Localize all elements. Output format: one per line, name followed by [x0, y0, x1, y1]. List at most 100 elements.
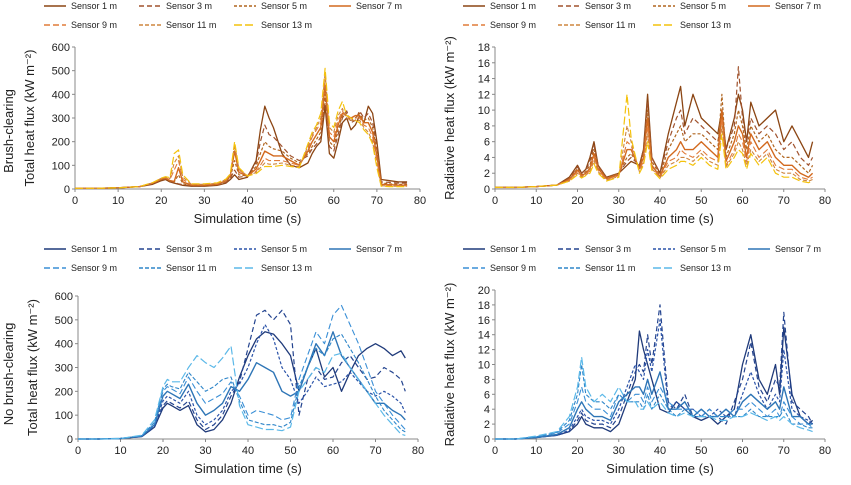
- x-axis-title: Simulation time (s): [194, 211, 302, 226]
- chart-panel-2: 0 10 20 30 40 50 60 70 80 0 2 4 6 8 10 12 14 16 18 Simulati…: [442, 1, 831, 226]
- series-line-sensor-5-m: [495, 319, 814, 440]
- y-tick-label: 6: [484, 137, 490, 149]
- legend-label: Sensor 11 m: [585, 20, 635, 30]
- x-tick-label: 50: [285, 195, 297, 207]
- legend-label: Sensor 7 m: [775, 1, 821, 11]
- legend-label: Sensor 11 m: [166, 263, 216, 273]
- series-line-sensor-3-m: [75, 98, 408, 189]
- y-tick-label: 0: [64, 184, 70, 196]
- x-tick-label: 20: [571, 445, 583, 457]
- series-line-sensor-13-m: [495, 93, 813, 188]
- legend-label: Sensor 7 m: [356, 1, 402, 11]
- x-tick-label: 50: [695, 195, 707, 207]
- series-line-sensor-9-m: [495, 117, 813, 188]
- legend-label: Sensor 9 m: [71, 263, 117, 273]
- x-tick-label: 40: [241, 195, 253, 207]
- series-line-sensor-13-m: [78, 345, 406, 440]
- x-tick-label: 30: [613, 195, 625, 207]
- series-line-sensor-7-m: [75, 84, 408, 190]
- legend-label: Sensor 3 m: [166, 244, 212, 254]
- x-tick-label: 0: [492, 445, 498, 457]
- series-line-sensor-7-m: [495, 371, 813, 440]
- y-tick-label: 400: [52, 89, 70, 101]
- x-tick-label: 10: [530, 445, 542, 457]
- y-tick-label: 300: [55, 363, 73, 375]
- legend-label: Sensor 1 m: [490, 1, 536, 11]
- x-tick-label: 20: [155, 195, 167, 207]
- x-tick-label: 30: [198, 195, 210, 207]
- legend-label: Sensor 5 m: [261, 1, 307, 11]
- x-tick-label: 20: [571, 195, 583, 207]
- series-line-sensor-11-m: [75, 72, 408, 189]
- y-tick-label: 18: [478, 42, 490, 54]
- legend-label: Sensor 7 m: [356, 244, 402, 254]
- y-tick-label: 14: [478, 74, 490, 86]
- legend-label: Sensor 5 m: [680, 244, 726, 254]
- series-line-sensor-7-m: [495, 109, 814, 189]
- x-tick-label: 0: [72, 195, 78, 207]
- legend-label: Sensor 13 m: [680, 263, 731, 273]
- legend-label: Sensor 1 m: [490, 244, 536, 254]
- series-line-sensor-1-m: [495, 85, 814, 189]
- series-line-sensor-9-m: [495, 386, 813, 440]
- chart-panel-1: 0 10 20 30 40 50 60 70 80 0 100 200 300 400 500 600 Simu…: [22, 1, 426, 226]
- x-tick-label: 10: [112, 195, 124, 207]
- x-tick-label: 80: [819, 445, 831, 457]
- y-tick-label: 10: [478, 360, 490, 372]
- x-tick-label: 70: [371, 195, 383, 207]
- y-tick-label: 12: [478, 89, 490, 101]
- series-line-sensor-11-m: [495, 125, 813, 188]
- x-tick-label: 20: [157, 445, 169, 457]
- y-tick-label: 600: [52, 42, 70, 54]
- series-line-sensor-11-m: [78, 333, 406, 440]
- legend-label: Sensor 11 m: [585, 263, 635, 273]
- y-tick-label: 2: [484, 168, 490, 180]
- x-tick-label: 30: [199, 445, 211, 457]
- x-tick-label: 70: [369, 445, 381, 457]
- series-line-sensor-11-m: [495, 363, 813, 440]
- legend-label: Sensor 7 m: [775, 244, 821, 254]
- x-tick-label: 0: [492, 195, 498, 207]
- legend-label: Sensor 3 m: [585, 244, 631, 254]
- y-tick-label: 20: [478, 285, 490, 297]
- x-tick-label: 40: [242, 445, 254, 457]
- series-line-sensor-5-m: [78, 324, 406, 440]
- legend-label: Sensor 9 m: [490, 20, 536, 30]
- y-tick-label: 100: [55, 410, 73, 422]
- legend-label: Sensor 9 m: [490, 263, 536, 273]
- legend-label: Sensor 5 m: [261, 244, 307, 254]
- row-label-no-brush-clearing: No brush-clearing: [1, 323, 16, 426]
- legend-label: Sensor 3 m: [585, 1, 631, 11]
- series-line-sensor-9-m: [78, 304, 406, 440]
- y-tick-label: 14: [478, 330, 490, 342]
- y-axis-title: Total heat flux (kW m⁻²): [22, 50, 37, 187]
- x-axis-title: Simulation time (s): [606, 461, 714, 476]
- y-tick-label: 2: [484, 419, 490, 431]
- y-tick-label: 10: [478, 105, 490, 117]
- y-tick-label: 6: [484, 389, 490, 401]
- x-tick-label: 40: [654, 195, 666, 207]
- x-tick-label: 70: [778, 195, 790, 207]
- x-tick-label: 50: [284, 445, 296, 457]
- y-axis-title: Radiative heat flux (kW m⁻²): [442, 283, 457, 447]
- series-line-sensor-9-m: [75, 77, 408, 189]
- y-axis-title: Total heat flux (kW m⁻²): [25, 299, 40, 436]
- x-tick-label: 60: [736, 445, 748, 457]
- legend-label: Sensor 11 m: [166, 20, 216, 30]
- legend-label: Sensor 1 m: [71, 1, 117, 11]
- series-line-sensor-1-m: [78, 331, 406, 440]
- y-axis-title: Radiative heat flux (kW m⁻²): [442, 36, 457, 200]
- series-line-sensor-13-m: [495, 356, 813, 440]
- y-tick-label: 8: [484, 121, 490, 133]
- x-tick-label: 80: [819, 195, 831, 207]
- x-tick-label: 80: [414, 195, 426, 207]
- row-label-brush-clearing: Brush-clearing: [1, 89, 16, 173]
- x-axis-title: Simulation time (s): [194, 461, 302, 476]
- series-line-sensor-5-m: [495, 93, 814, 188]
- x-tick-label: 80: [412, 445, 424, 457]
- y-tick-label: 200: [55, 386, 73, 398]
- legend-label: Sensor 5 m: [680, 1, 726, 11]
- series-line-sensor-5-m: [75, 93, 408, 189]
- legend-label: Sensor 13 m: [261, 20, 312, 30]
- y-tick-label: 500: [52, 66, 70, 78]
